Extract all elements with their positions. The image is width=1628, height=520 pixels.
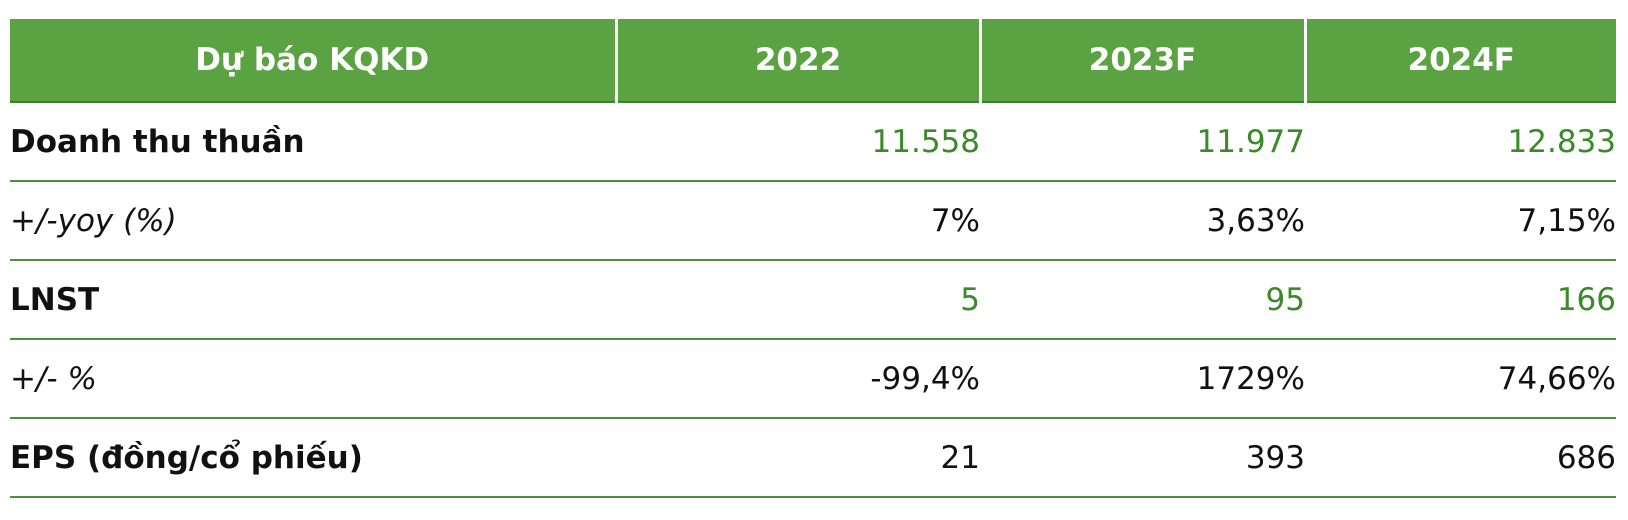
- cell-value: -99,4%: [616, 339, 980, 419]
- row-label: +/-yoy (%): [10, 181, 616, 261]
- table-row: EPS (đồng/cổ phiếu) 21 393 686: [10, 418, 1616, 498]
- cell-value: 7,15%: [1305, 181, 1616, 261]
- forecast-table: Dự báo KQKD 2022 2023F 2024F Doanh thu thuầ…: [10, 19, 1616, 498]
- header-cell: 2024F: [1303, 19, 1616, 103]
- cell-value: 5: [616, 260, 980, 340]
- cell-value: 21: [616, 418, 980, 498]
- cell-value: 11.977: [980, 102, 1305, 182]
- header-cell: 2022: [614, 19, 980, 103]
- header-row: Dự báo KQKD 2022 2023F 2024F: [10, 19, 1616, 103]
- cell-value: 12.833: [1305, 102, 1616, 182]
- table-row: +/-yoy (%) 7% 3,63% 7,15%: [10, 181, 1616, 261]
- table-row: +/- % -99,4% 1729% 74,66%: [10, 339, 1616, 419]
- cell-value: 166: [1305, 260, 1616, 340]
- cell-value: 11.558: [616, 102, 980, 182]
- cell-value: 3,63%: [980, 181, 1305, 261]
- header-cell: Dự báo KQKD: [10, 19, 616, 103]
- table-row: LNST 5 95 166: [10, 260, 1616, 340]
- row-label: EPS (đồng/cổ phiếu): [10, 418, 616, 498]
- header-cell: 2023F: [978, 19, 1305, 103]
- cell-value: 1729%: [980, 339, 1305, 419]
- cell-value: 686: [1305, 418, 1616, 498]
- row-label: +/- %: [10, 339, 616, 419]
- cell-value: 7%: [616, 181, 980, 261]
- cell-value: 95: [980, 260, 1305, 340]
- table-row: Doanh thu thuần 11.558 11.977 12.833: [10, 102, 1616, 182]
- row-label: Doanh thu thuần: [10, 102, 616, 182]
- cell-value: 393: [980, 418, 1305, 498]
- cell-value: 74,66%: [1305, 339, 1616, 419]
- row-label: LNST: [10, 260, 616, 340]
